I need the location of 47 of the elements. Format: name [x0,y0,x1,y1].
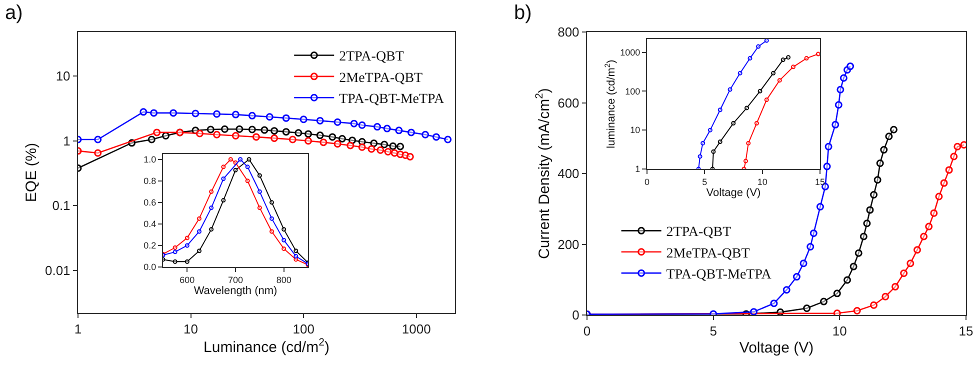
x-tick-label: 0 [583,324,591,339]
x-tick-label: 10 [757,176,768,187]
x-tick-label: 5 [702,176,708,187]
x-tick-label: 600 [180,274,195,285]
y-tick-label: 0.8 [144,176,156,186]
y-axis-title: EQE (%) [23,142,40,202]
y-tick-label: 10 [630,125,640,136]
x-tick-label: 10 [832,324,847,339]
legend-label: 2TPA-QBT [339,50,404,65]
x-tick-label: 800 [276,274,292,285]
y-tick-label: 1 [635,164,640,174]
x-axis-title: Luminance (cd/m$^{2}$) [204,336,330,356]
x-tick-label: 1 [74,322,82,337]
y-tick-label: 600 [558,95,580,110]
x-tick-label: 5 [710,324,717,339]
x-axis-title: Voltage (V) [739,340,814,357]
x-tick-label: 10 [184,322,198,337]
y-tick-label: 400 [558,166,580,182]
text: a) [5,2,23,24]
y-tick-label: 800 [558,24,580,40]
y-tick-label: 200 [558,236,580,252]
x-tick-label: 1000 [402,322,431,337]
y-tick-label: 1 [63,133,70,148]
y-tick-label: 0.6 [144,198,156,208]
x-axis-title: Wavelength (nm) [194,285,278,298]
x-axis-title: Voltage (V) [706,187,761,200]
y-tick-label: 1.0 [144,154,156,165]
y-tick-label: 0 [572,308,580,323]
x-tick-label: 100 [292,322,314,337]
y-tick-label: 0.2 [144,240,156,251]
x-tick-label: 15 [814,176,826,187]
x-tick-label: 15 [958,324,974,339]
y-tick-label: 0.1 [52,198,70,214]
legend-label: 2MeTPA-QBT [339,70,424,86]
legend-label: TPA-QBT-MeTPA [339,92,446,108]
y-tick-label: 10 [56,68,70,84]
legend-label: 2TPA-QBT [666,225,732,240]
y-tick-label: 100 [625,86,640,96]
text: b) [514,2,532,24]
y-tick-label: 0.0 [144,262,156,272]
y-tick-label: 0.4 [144,219,156,230]
x-tick-label: 0 [644,176,650,187]
y-tick-label: 0.01 [44,262,70,278]
legend-label: TPA-QBT-MeTPA [666,268,772,283]
y-tick-label: 1000 [620,47,640,58]
legend-label: 2MeTPA-QBT [666,246,750,262]
x-tick-label: 700 [228,274,244,285]
